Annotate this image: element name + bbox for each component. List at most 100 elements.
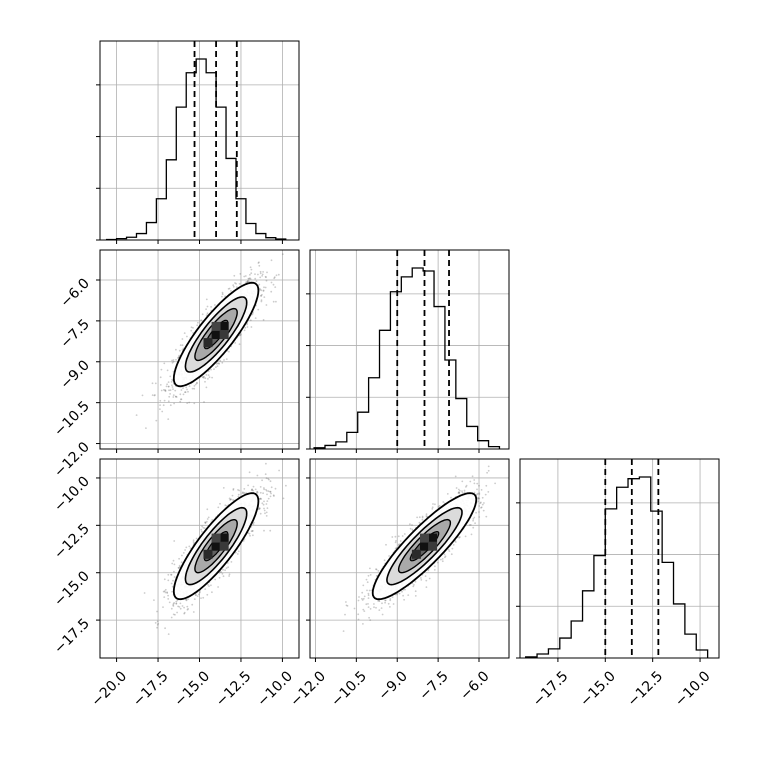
scatter-point [167,400,170,403]
scatter-point [263,529,265,532]
scatter-point [206,312,209,315]
scatter-point [381,602,383,605]
scatter-point [181,348,184,351]
scatter-point [174,395,177,398]
scatter-point [169,375,172,378]
scatter-point [413,584,415,586]
joint-p1-p3-xtick-label: −15.0 [171,668,213,710]
scatter-point [391,596,394,598]
scatter-point [441,560,444,563]
scatter-point [259,497,261,500]
joint-p1-p3-ytick-label: −17.5 [51,616,93,658]
scatter-point [250,272,253,275]
scatter-point [216,362,219,365]
scatter-point [182,552,185,554]
scatter-point [206,508,209,511]
scatter-point [244,326,247,329]
scatter-point [188,545,191,548]
scatter-point [259,486,262,488]
scatter-point [259,507,261,510]
scatter-point [177,605,180,608]
scatter-point [217,506,220,509]
scatter-point [267,490,270,493]
scatter-point [397,535,400,538]
scatter-point [227,566,230,569]
scatter-point [259,512,262,515]
scatter-point [250,326,253,328]
scatter-point [391,536,394,538]
scatter-point [173,570,175,573]
scatter-point [452,544,455,546]
scatter-point [366,589,368,592]
scatter-point [172,360,175,363]
scatter-point [201,376,204,379]
scatter-point [252,485,255,488]
scatter-point [264,473,267,476]
scatter-point [159,408,161,410]
scatter-point [203,375,206,378]
scatter-point [478,516,481,518]
scatter-point [190,326,193,329]
scatter-point [178,606,181,608]
scatter-point [261,502,264,505]
scatter-point [221,295,223,298]
scatter-point [214,578,217,581]
scatter-point [167,579,170,582]
scatter-point [363,610,366,612]
scatter-point [153,599,155,601]
scatter-point [179,602,182,605]
scatter-point [179,393,182,396]
scatter-point [265,488,267,491]
scatter-point [357,613,360,616]
scatter-point [432,503,434,505]
scatter-point [394,547,397,550]
scatter-point [409,523,411,526]
scatter-point [206,593,209,596]
scatter-point [217,586,220,588]
scatter-point [175,395,177,398]
scatter-point [183,611,186,614]
scatter-point [250,530,253,533]
scatter-point [230,498,232,501]
scatter-point [230,290,232,292]
scatter-point [259,491,262,494]
scatter-point [403,598,405,601]
scatter-point [247,484,250,487]
scatter-point [443,553,446,556]
scatter-point [182,393,185,396]
scatter-point [170,607,173,610]
scatter-point [251,530,254,532]
scatter-point [211,519,214,521]
scatter-point [135,414,138,416]
joint-p1-p3-content [100,459,299,658]
scatter-point [202,376,205,378]
scatter-point [218,571,221,574]
scatter-point [265,279,268,282]
scatter-point [228,575,231,577]
scatter-point [222,487,225,489]
scatter-point [465,484,468,487]
scatter-point [207,370,210,373]
scatter-point [167,385,170,388]
scatter-point [481,503,484,506]
scatter-point [361,597,363,600]
scatter-point [214,304,216,306]
scatter-point [270,486,273,489]
scatter-point [266,490,268,492]
scatter-point [250,489,253,491]
scatter-point [389,606,391,608]
scatter-point [151,394,154,396]
scatter-point [220,571,223,573]
scatter-point [389,599,392,602]
scatter-point [425,515,428,517]
scatter-point [170,582,173,585]
joint-p1-p3-core-1 [219,533,229,543]
scatter-point [414,580,417,583]
scatter-point [243,329,246,332]
scatter-point [263,509,266,512]
scatter-point [241,492,244,494]
scatter-point [163,399,166,402]
scatter-point [367,597,370,599]
scatter-point [464,535,467,538]
scatter-point [164,390,167,393]
